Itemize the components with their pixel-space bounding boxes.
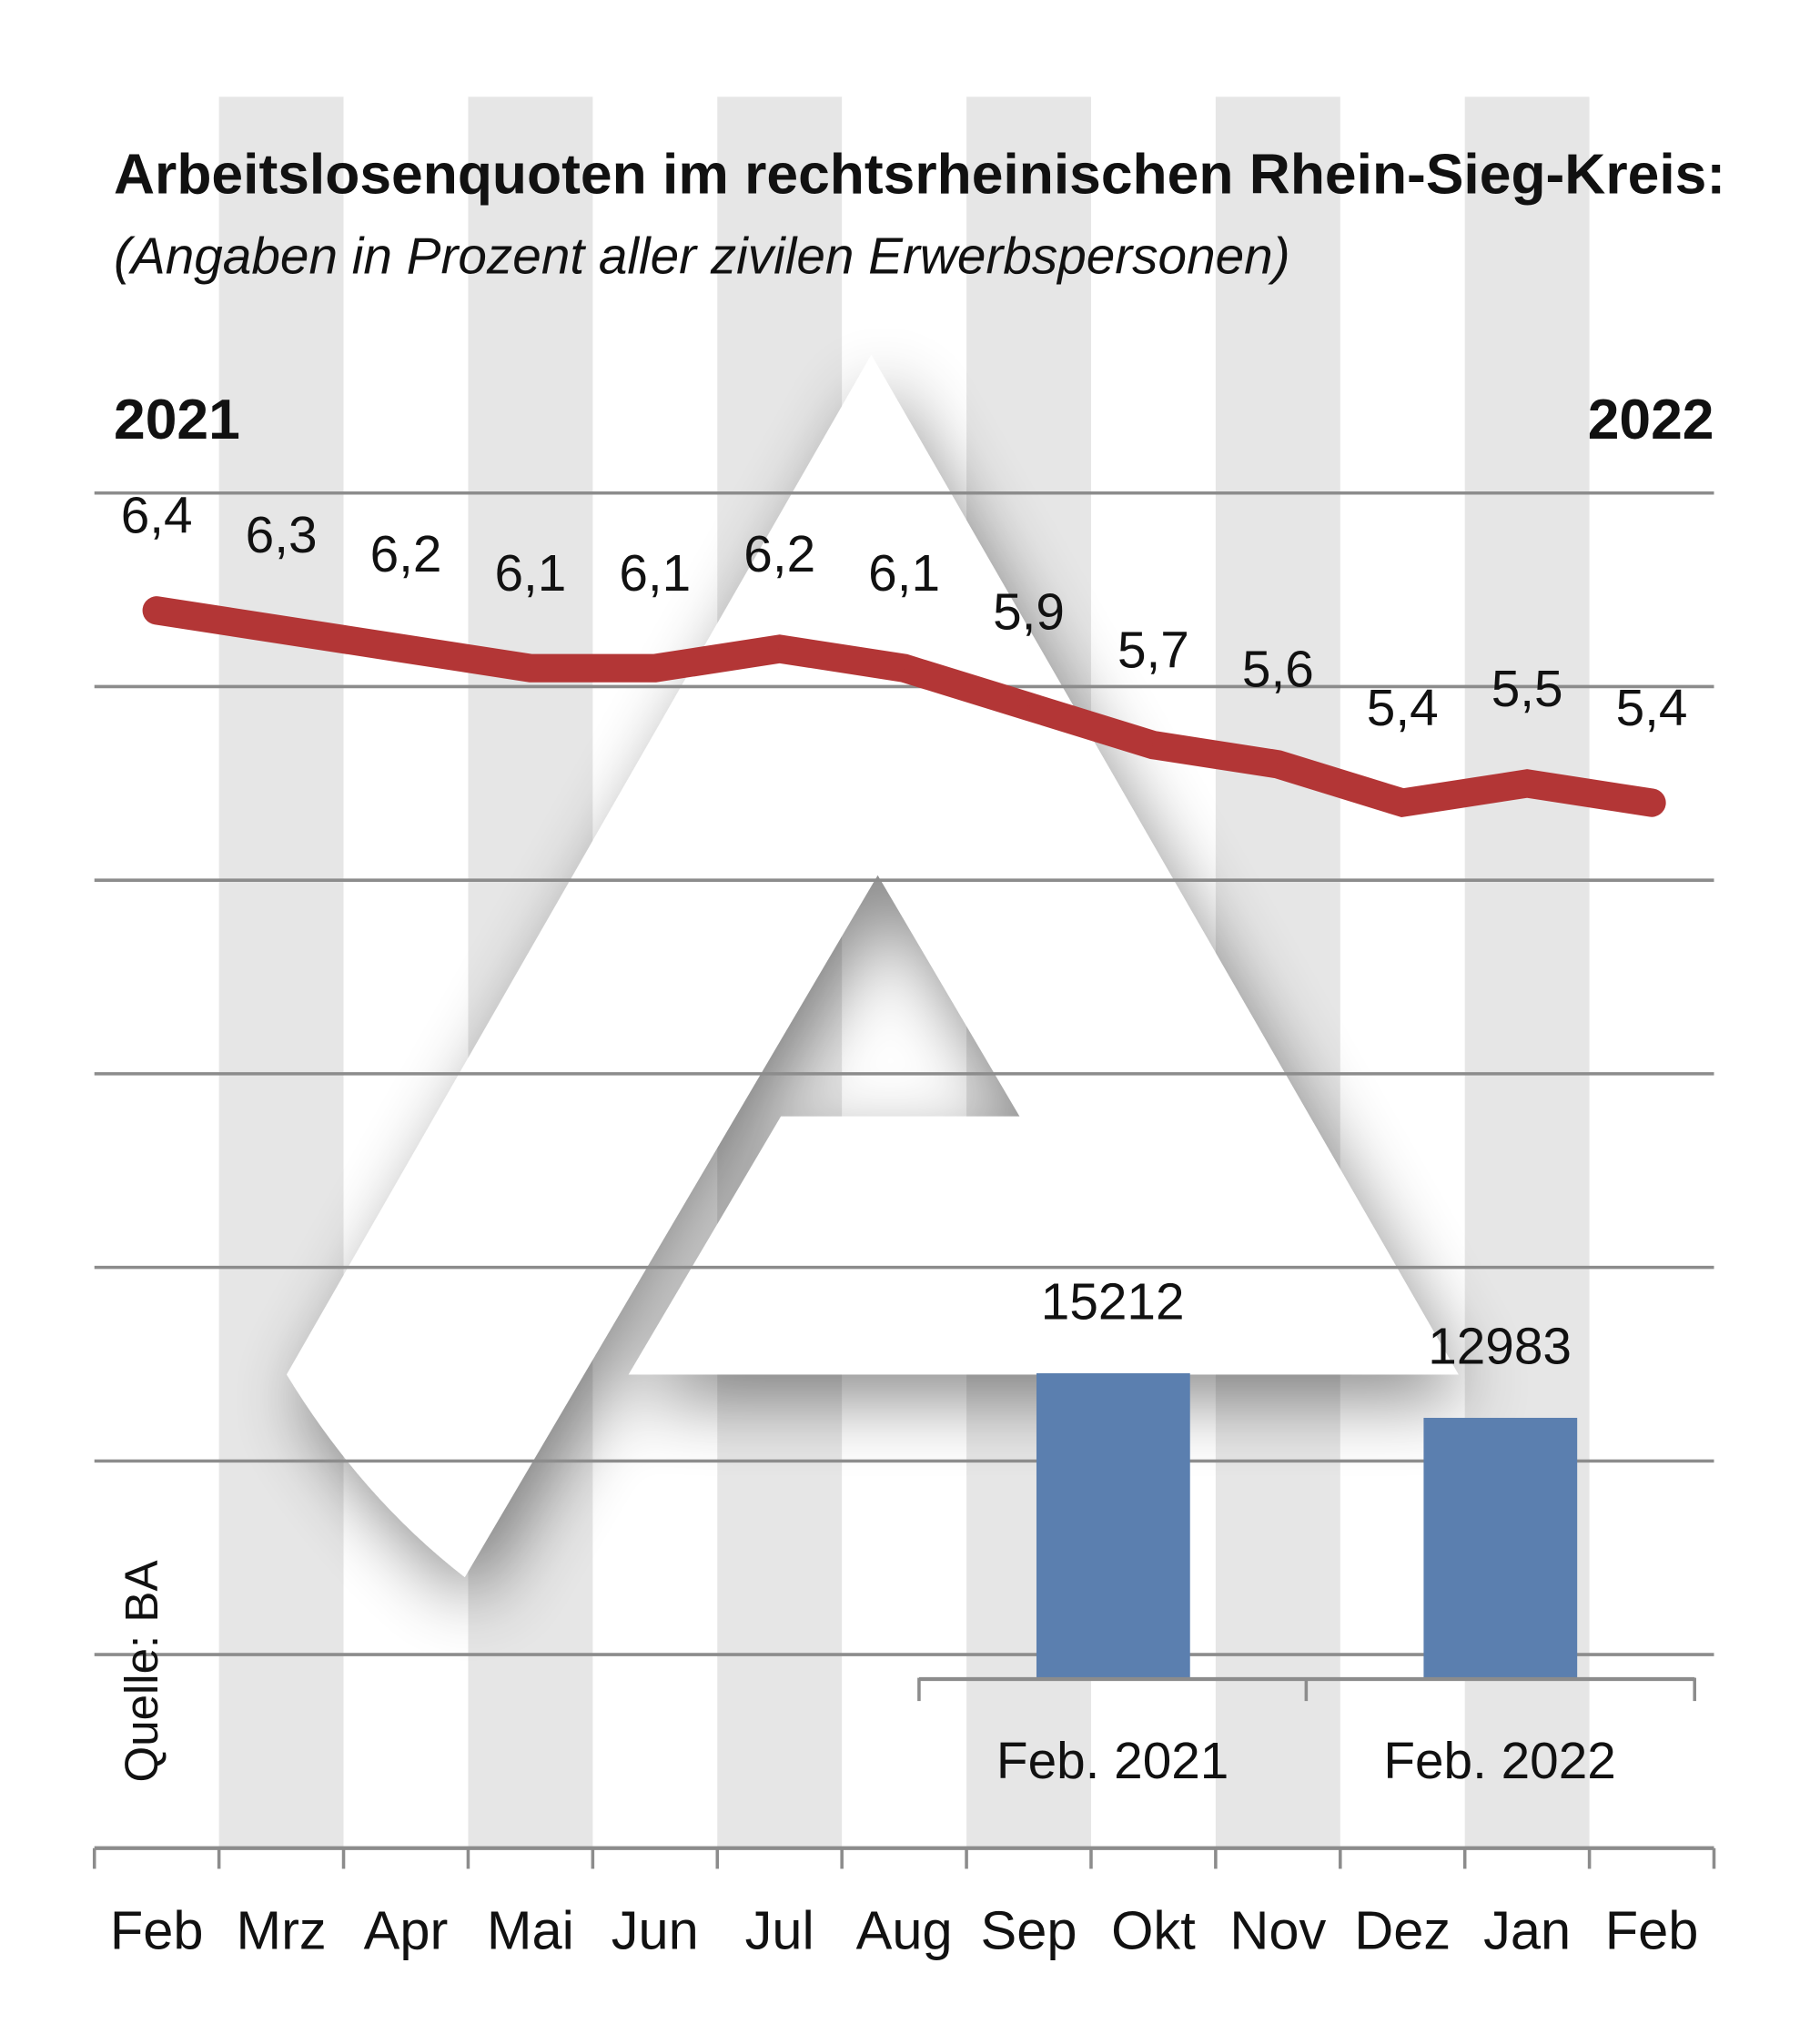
data-point (404, 647, 408, 651)
data-point (653, 666, 657, 670)
data-point (1027, 705, 1030, 708)
x-tick-label: Feb (1605, 1899, 1699, 1960)
bar (1423, 1417, 1578, 1678)
data-point (1276, 763, 1279, 766)
x-tick-label: Feb (110, 1899, 204, 1960)
data-label: 5,4 (1367, 680, 1439, 737)
data-label: 6,3 (246, 507, 318, 564)
x-tick-label: Nov (1229, 1899, 1326, 1960)
bar-value-label: 15212 (1041, 1273, 1185, 1331)
line-series: 6,4 6,3 6,2 6,1 6,1 6,2 6,1 5,9 5,7 5,6 5,4 5,5 5,4 (121, 488, 1688, 818)
x-tick-label: Dez (1354, 1899, 1451, 1960)
data-point (1152, 744, 1155, 747)
x-tick-label: Aug (856, 1899, 953, 1960)
x-axis: Feb Mrz Apr Mai Jun Jul Aug Sep Okt Nov Dez Jan Feb (92, 1846, 1716, 1960)
gridlines (94, 491, 1714, 1656)
data-label: 6,1 (619, 545, 691, 602)
x-tick-label: Sep (981, 1899, 1077, 1960)
data-label: 6,1 (868, 545, 940, 602)
data-label: 5,6 (1242, 642, 1314, 699)
source-label: Quelle: BA (116, 1560, 167, 1782)
agency-logo-watermark (287, 354, 1459, 1577)
data-label: 5,4 (1616, 680, 1688, 737)
data-label: 5,9 (993, 583, 1065, 641)
data-label: 5,5 (1491, 661, 1563, 718)
x-tick-label: Apr (364, 1899, 449, 1960)
bar (1036, 1372, 1190, 1678)
data-label: 5,7 (1117, 622, 1189, 680)
data-point (1400, 801, 1404, 804)
x-tick-label: Okt (1111, 1899, 1196, 1960)
stripe (218, 96, 344, 1848)
bar-value-label: 12983 (1428, 1318, 1572, 1375)
background-stripes (218, 96, 1590, 1848)
x-tick-label: Jul (745, 1899, 814, 1960)
x-tick-label: Jan (1483, 1899, 1571, 1960)
data-label: 6,4 (121, 488, 193, 545)
chart-title: Arbeitslosenquoten im rechtsrheinischen … (114, 144, 1725, 207)
year-end-label: 2022 (1588, 389, 1714, 451)
bar-series: 15212 Feb. 2021 12983 Feb. 2022 (917, 1273, 1697, 1790)
bar-category-label: Feb. 2021 (996, 1733, 1228, 1790)
stripe (1215, 96, 1340, 1848)
data-point (529, 666, 532, 670)
x-tick-label: Jun (612, 1899, 699, 1960)
data-label: 6,2 (743, 526, 815, 583)
year-start-label: 2021 (114, 389, 240, 451)
x-tick-label: Mai (487, 1899, 574, 1960)
data-point (903, 666, 906, 670)
data-point (778, 647, 782, 651)
data-label: 6,1 (494, 545, 566, 602)
data-point (1650, 801, 1653, 804)
bar-category-label: Feb. 2022 (1383, 1733, 1615, 1790)
data-point (155, 609, 158, 612)
chart-subtitle: (Angaben in Prozent aller zivilen Erwerb… (114, 228, 1290, 286)
data-label: 6,2 (370, 526, 442, 583)
x-tick-label: Mrz (236, 1899, 326, 1960)
data-point (1525, 782, 1529, 785)
data-point (279, 628, 283, 632)
